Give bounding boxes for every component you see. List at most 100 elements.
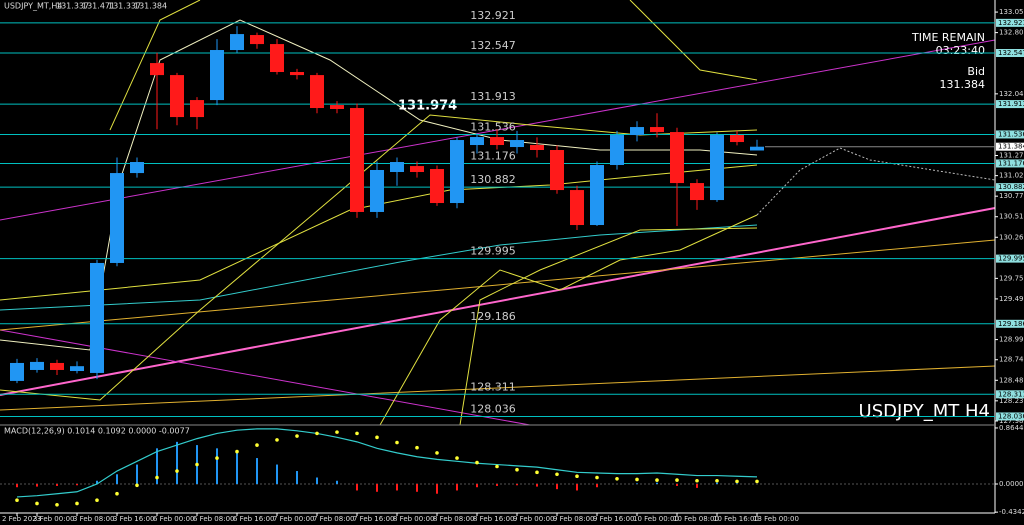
y-tick-label: 128.230 <box>999 397 1024 405</box>
macd-signal-dot <box>175 469 179 473</box>
level-label: 129.995 <box>470 245 516 258</box>
macd-bar <box>696 483 698 488</box>
trend-line <box>0 365 996 411</box>
level-label: 132.921 <box>470 9 516 22</box>
level-axis-box <box>996 390 1024 399</box>
macd-signal-dot <box>55 502 59 507</box>
macd-bar <box>56 483 58 486</box>
macd-signal-dot <box>355 431 359 436</box>
y-tick-label: 129.750 <box>999 274 1024 282</box>
candle-body <box>10 362 24 381</box>
y-tick-label: 130.515 <box>999 213 1024 221</box>
macd-signal-dot <box>195 462 199 467</box>
level-axis-label: 130.882 <box>998 183 1024 191</box>
candle-body <box>270 44 284 73</box>
macd-bar <box>576 483 578 491</box>
y-tick-label: 131.025 <box>999 172 1024 180</box>
x-tick-label: 6 Feb 08:00 <box>193 515 234 523</box>
x-tick-label: 9 Feb 16:00 <box>593 515 634 523</box>
macd-bar <box>556 483 558 490</box>
macd-bar <box>716 482 718 484</box>
macd-signal-dot <box>75 501 79 506</box>
candle-body <box>310 75 324 109</box>
macd-signal-dot <box>595 475 599 480</box>
macd-bar <box>216 448 218 484</box>
macd-signal-dot <box>655 478 659 482</box>
macd-signal-dot <box>515 467 519 472</box>
macd-signal-dot <box>635 477 639 482</box>
macd-signal-dot <box>695 478 699 483</box>
macd-signal-dot <box>295 434 299 438</box>
x-tick-label: 10 Feb 08:00 <box>673 515 719 523</box>
current-price-box <box>996 142 1024 151</box>
ichimoku-cloud <box>756 147 996 216</box>
macd-signal-dot <box>715 478 719 483</box>
macd-signal-dot <box>375 435 379 440</box>
x-tick-label: 10 Feb 00:00 <box>633 515 679 523</box>
candle-body <box>610 135 624 165</box>
macd-y-tick-label: 0.0000 <box>999 480 1024 488</box>
y-tick-label: 127.980 <box>999 417 1024 425</box>
macd-bar <box>396 483 398 491</box>
level-axis-box <box>996 100 1024 109</box>
moving-average <box>0 224 758 311</box>
candle-body <box>50 362 64 370</box>
candle-body <box>190 100 204 118</box>
x-tick-label: 8 Feb 16:00 <box>473 515 514 523</box>
level-axis-box <box>996 49 1024 58</box>
symbol-label: USDJPY_MT H4 <box>859 401 990 422</box>
macd-y-tick-label: 0.8644 <box>999 424 1024 432</box>
macd-bar <box>156 448 158 484</box>
macd-bar <box>256 458 258 484</box>
macd-bar <box>336 480 338 484</box>
macd-signal-dot <box>535 470 539 475</box>
candle-body <box>570 190 584 226</box>
candle-body <box>470 137 484 146</box>
candle-body <box>70 366 84 372</box>
bollinger-band <box>459 227 758 426</box>
candle-body <box>510 140 524 148</box>
y-tick-label: 131.275 <box>999 151 1024 159</box>
candle-body <box>450 140 464 204</box>
macd-signal-dot <box>35 501 39 506</box>
candle-body <box>370 169 384 212</box>
candle-body <box>670 132 684 184</box>
macd-signal-dot <box>95 498 99 503</box>
candle-body <box>550 150 564 191</box>
macd-title: MACD(12,26,9) 0.1014 0.1092 0.0000 -0.00… <box>4 427 190 436</box>
macd-signal-dot <box>475 460 479 465</box>
macd-bar <box>496 483 498 486</box>
level-label: 129.186 <box>470 310 516 323</box>
y-tick-label: 132.04 <box>999 90 1024 98</box>
x-tick-label: 7 Feb 08:00 <box>313 515 354 523</box>
macd-bar <box>436 483 438 494</box>
candle-body <box>230 34 244 51</box>
macd-signal-dot <box>15 498 19 503</box>
header-symbol: USDJPY_MT,H4 <box>4 2 62 11</box>
trend-line <box>0 239 996 331</box>
macd-signal-dot <box>115 491 119 496</box>
macd-bar <box>636 483 638 484</box>
x-tick-label: 13 Feb 00:00 <box>753 515 799 523</box>
macd-signal-dot <box>615 477 619 481</box>
macd-bar <box>376 483 378 492</box>
y-tick-label: 128.740 <box>999 356 1024 364</box>
level-axis-label: 129.995 <box>998 255 1024 263</box>
candle-body <box>630 127 644 136</box>
macd-signal-dot <box>275 438 279 442</box>
macd-bar <box>456 483 458 491</box>
level-label: 132.547 <box>470 39 516 52</box>
trend-line <box>0 207 996 396</box>
x-tick-label: 7 Feb 00:00 <box>273 515 314 523</box>
bid-value: 131.384 <box>940 78 986 91</box>
macd-signal-dot <box>315 431 319 436</box>
header-close: 131.384 <box>134 2 167 11</box>
macd-bar <box>76 483 78 486</box>
candle-body <box>430 169 444 204</box>
level-axis-box <box>996 254 1024 263</box>
bollinger-band <box>109 0 201 131</box>
candle-body <box>90 262 104 373</box>
macd-bar <box>736 483 738 484</box>
level-label: 131.913 <box>470 90 516 103</box>
